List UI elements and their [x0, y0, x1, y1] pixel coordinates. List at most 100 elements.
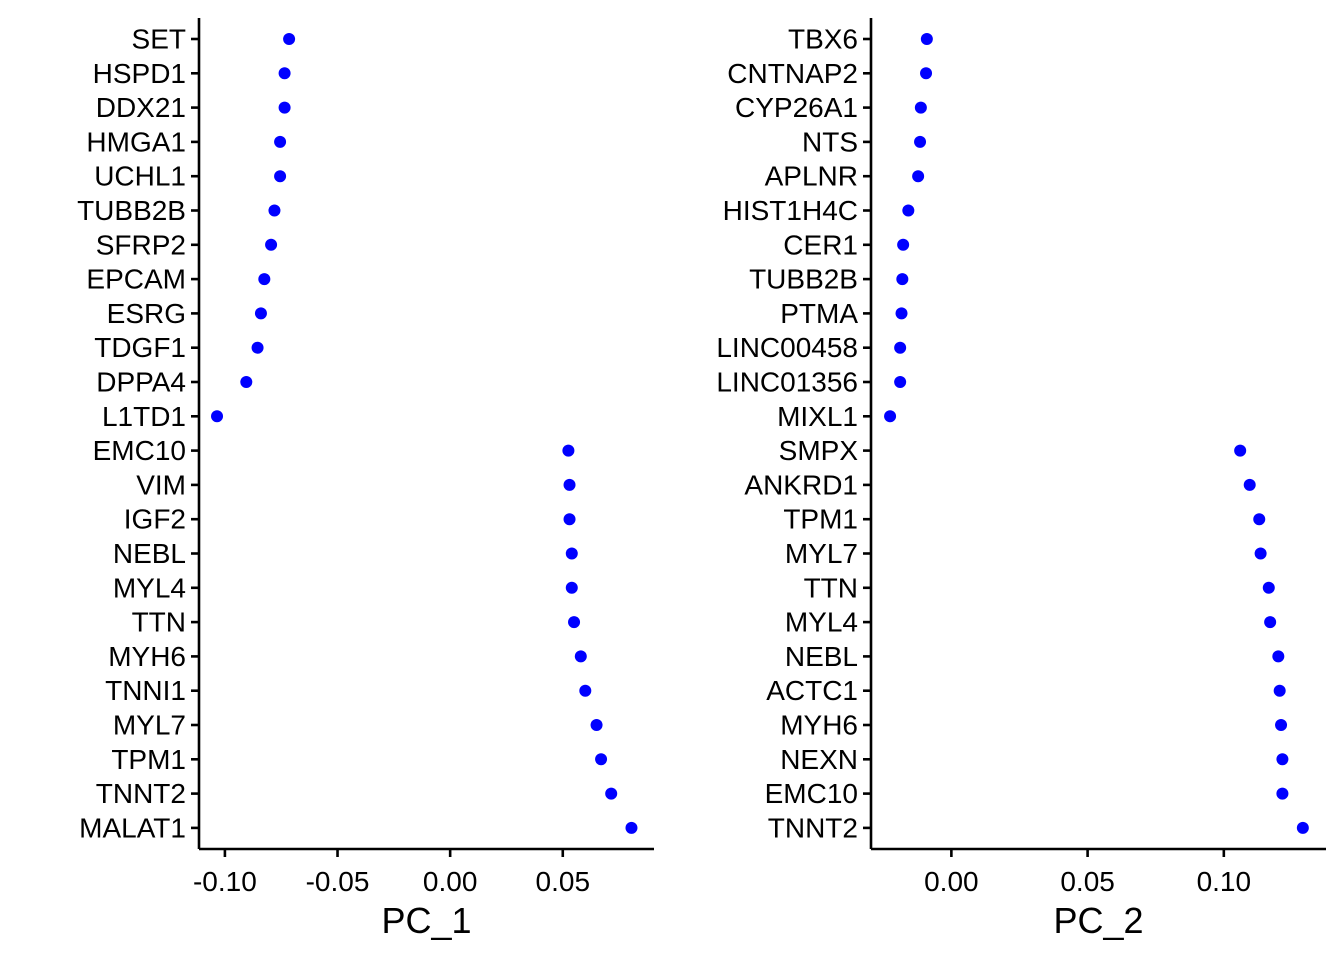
- loading-point-l1td1: [211, 410, 224, 423]
- loading-point-hspd1: [278, 67, 291, 80]
- gene-label-igf2: IGF2: [124, 504, 186, 535]
- gene-label-linc00458: LINC00458: [716, 332, 858, 363]
- gene-label-sfrp2: SFRP2: [96, 229, 186, 260]
- x-axis-title: PC_1: [381, 900, 471, 941]
- gene-label-nebl: NEBL: [785, 641, 858, 672]
- gene-label-hist1h4c: HIST1H4C: [723, 195, 858, 226]
- gene-label-aplnr: APLNR: [765, 161, 858, 192]
- gene-label-tdgf1: TDGF1: [94, 332, 186, 363]
- gene-label-uchl1: UCHL1: [94, 161, 186, 192]
- loading-point-tubb2b: [896, 273, 909, 286]
- gene-label-ttn: TTN: [804, 572, 858, 603]
- loading-point-tdgf1: [251, 341, 264, 354]
- loading-point-aplnr: [912, 170, 925, 183]
- loading-point-tnni1: [579, 684, 592, 697]
- loading-point-nebl: [565, 547, 578, 560]
- loading-point-cyp26a1: [914, 101, 927, 114]
- loading-point-emc10: [562, 444, 575, 457]
- gene-label-tpm1: TPM1: [111, 744, 186, 775]
- loading-point-epcam: [258, 273, 271, 286]
- gene-label-hspd1: HSPD1: [93, 58, 186, 89]
- gene-label-cyp26a1: CYP26A1: [735, 92, 858, 123]
- loading-point-myl7: [590, 719, 603, 731]
- gene-label-myh6: MYH6: [780, 710, 858, 741]
- gene-label-vim: VIM: [136, 469, 186, 500]
- loading-point-vim: [563, 478, 576, 491]
- loading-point-uchl1: [274, 170, 287, 183]
- loading-point-mixl1: [884, 410, 897, 423]
- loading-point-tubb2b: [268, 204, 281, 217]
- loading-point-emc10: [1276, 787, 1289, 800]
- loading-point-myl7: [1254, 547, 1267, 560]
- loading-point-ttn: [568, 616, 581, 629]
- gene-label-ddx21: DDX21: [96, 92, 186, 123]
- gene-label-tnnt2: TNNT2: [768, 812, 858, 843]
- loading-point-dppa4: [240, 376, 253, 388]
- gene-label-set: SET: [132, 24, 186, 55]
- gene-label-tpm1: TPM1: [783, 504, 858, 535]
- loading-point-myh6: [1275, 719, 1288, 731]
- loading-point-cntnap2: [920, 67, 933, 80]
- gene-label-myh6: MYH6: [108, 641, 186, 672]
- gene-label-myl4: MYL4: [785, 607, 858, 638]
- gene-label-nebl: NEBL: [113, 538, 186, 569]
- gene-label-tbx6: TBX6: [788, 24, 858, 55]
- gene-label-epcam: EPCAM: [86, 264, 186, 295]
- gene-label-nts: NTS: [802, 126, 858, 157]
- x-tick-label: 0.00: [423, 866, 478, 897]
- loading-point-tpm1: [595, 753, 608, 766]
- loading-point-smpx: [1234, 444, 1247, 457]
- gene-label-smpx: SMPX: [779, 435, 859, 466]
- loading-point-cer1: [897, 238, 910, 251]
- loading-point-tnnt2: [1296, 821, 1309, 834]
- gene-label-myl7: MYL7: [113, 710, 186, 741]
- loading-point-linc01356: [894, 376, 907, 388]
- loading-point-tbx6: [920, 33, 933, 45]
- gene-label-cer1: CER1: [783, 229, 858, 260]
- loading-point-ttn: [1262, 581, 1275, 594]
- x-tick-label: 0.05: [536, 866, 591, 897]
- loading-point-ddx21: [278, 101, 291, 114]
- gene-label-malat1: MALAT1: [79, 812, 186, 843]
- gene-label-emc10: EMC10: [765, 778, 858, 809]
- gene-label-dppa4: DPPA4: [96, 367, 186, 398]
- gene-label-tnnt2: TNNT2: [96, 778, 186, 809]
- loading-point-myl4: [1264, 616, 1277, 629]
- loading-point-linc00458: [894, 341, 907, 354]
- loading-point-tnnt2: [605, 787, 618, 800]
- x-tick-label: 0.10: [1197, 866, 1252, 897]
- gene-label-hmga1: HMGA1: [86, 126, 186, 157]
- gene-label-emc10: EMC10: [93, 435, 186, 466]
- loading-point-esrg: [254, 307, 267, 320]
- gene-label-myl4: MYL4: [113, 572, 186, 603]
- x-axis-title: PC_2: [1053, 900, 1143, 941]
- gene-label-tubb2b: TUBB2B: [749, 264, 858, 295]
- x-tick-label: -0.05: [306, 866, 370, 897]
- loading-point-myh6: [574, 650, 587, 663]
- gene-label-ptma: PTMA: [780, 298, 858, 329]
- gene-label-cntnap2: CNTNAP2: [727, 58, 858, 89]
- loading-point-ptma: [895, 307, 908, 320]
- gene-label-ankrd1: ANKRD1: [744, 469, 858, 500]
- loading-point-hist1h4c: [902, 204, 915, 217]
- loading-point-igf2: [563, 513, 576, 526]
- gene-label-actc1: ACTC1: [766, 675, 858, 706]
- gene-label-tnni1: TNNI1: [105, 675, 186, 706]
- gene-label-l1td1: L1TD1: [102, 401, 186, 432]
- x-tick-label: -0.10: [193, 866, 257, 897]
- loading-point-sfrp2: [265, 238, 278, 251]
- loading-point-nexn: [1276, 753, 1289, 766]
- gene-label-myl7: MYL7: [785, 538, 858, 569]
- gene-label-mixl1: MIXL1: [777, 401, 858, 432]
- loading-point-tpm1: [1253, 513, 1266, 526]
- loading-point-hmga1: [274, 135, 287, 148]
- gene-label-tubb2b: TUBB2B: [77, 195, 186, 226]
- gene-label-ttn: TTN: [132, 607, 186, 638]
- gene-label-linc01356: LINC01356: [716, 367, 858, 398]
- loading-point-nebl: [1272, 650, 1285, 663]
- x-tick-label: 0.05: [1060, 866, 1115, 897]
- loading-point-malat1: [625, 821, 638, 834]
